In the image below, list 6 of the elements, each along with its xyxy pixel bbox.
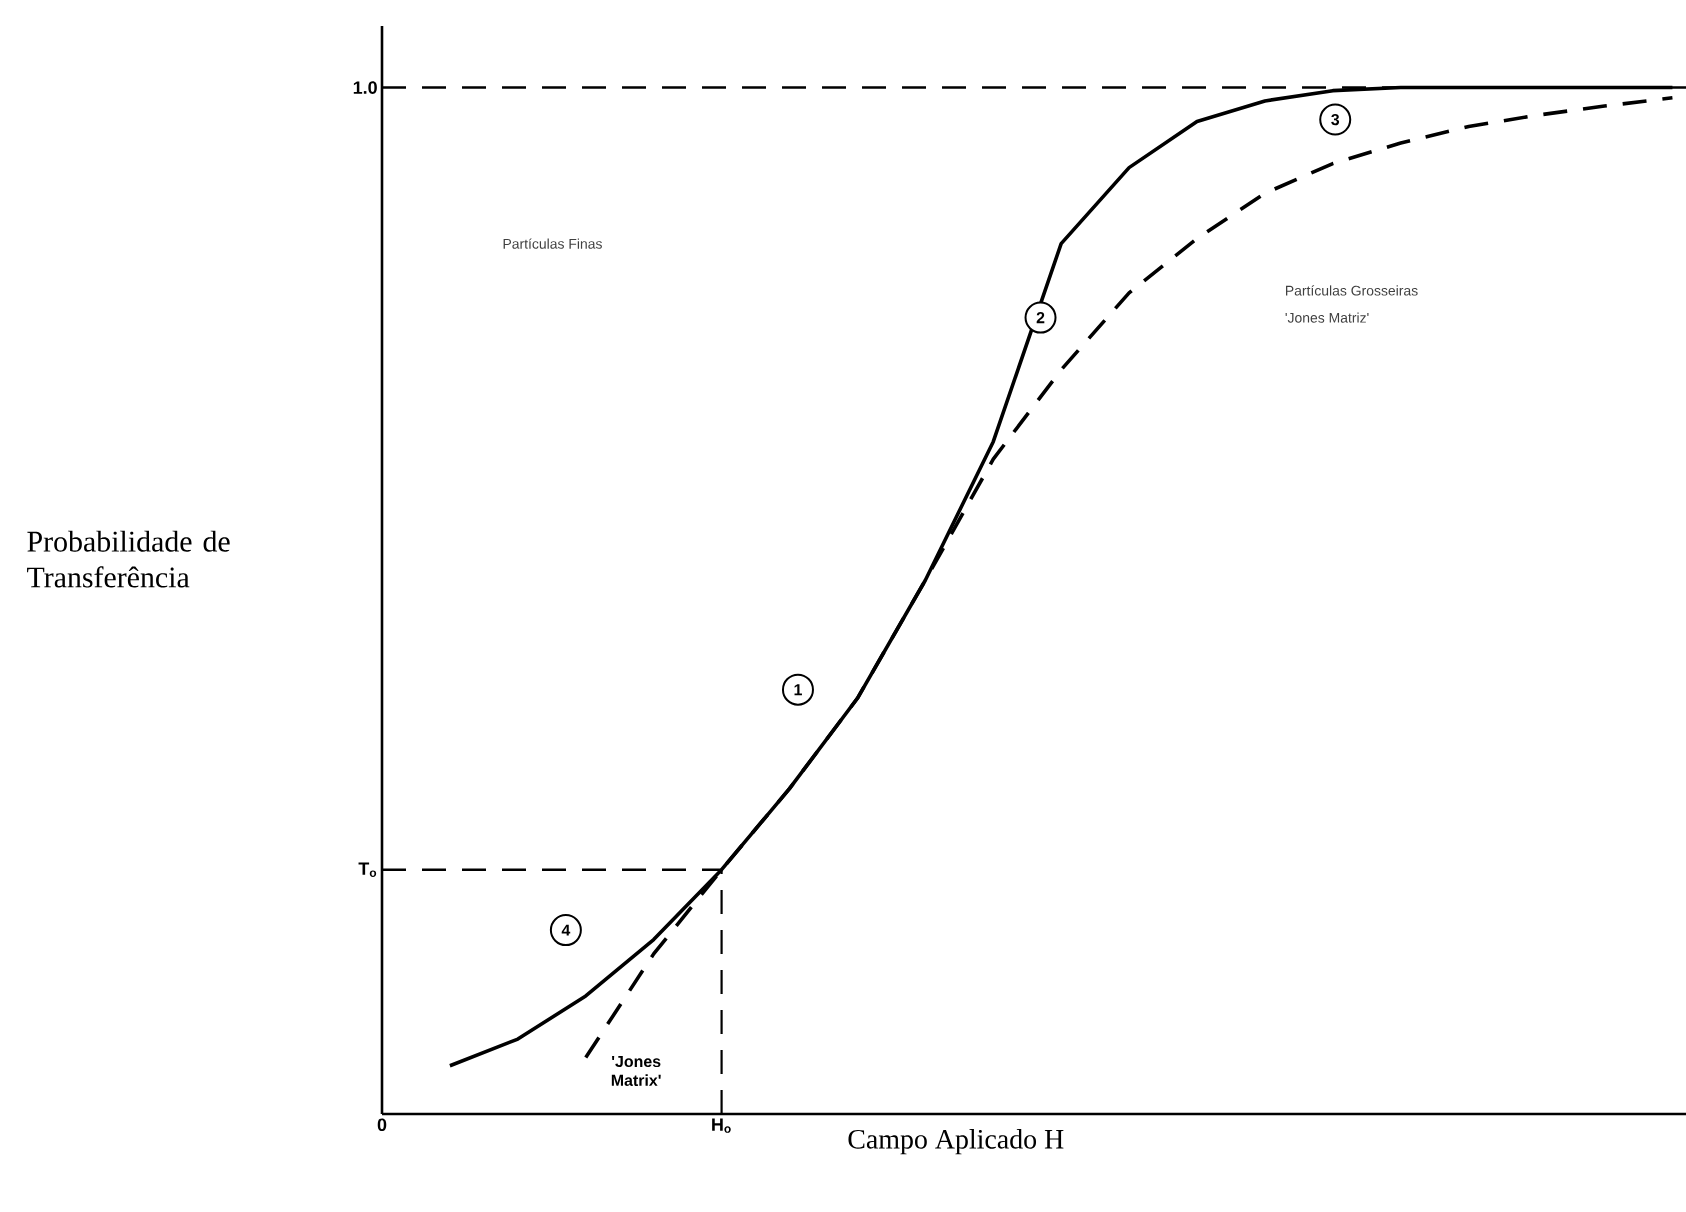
- ref-line-label: T$_{o}$: [358, 862, 377, 877]
- ref-line-label: 1.0: [353, 81, 377, 94]
- x-axis-title: Campo Aplicado H: [848, 1129, 1064, 1155]
- text: H$_{o}$: [712, 1118, 731, 1133]
- text: 0: [377, 1118, 387, 1132]
- text: Probabilidade de Transferência: [27, 530, 230, 588]
